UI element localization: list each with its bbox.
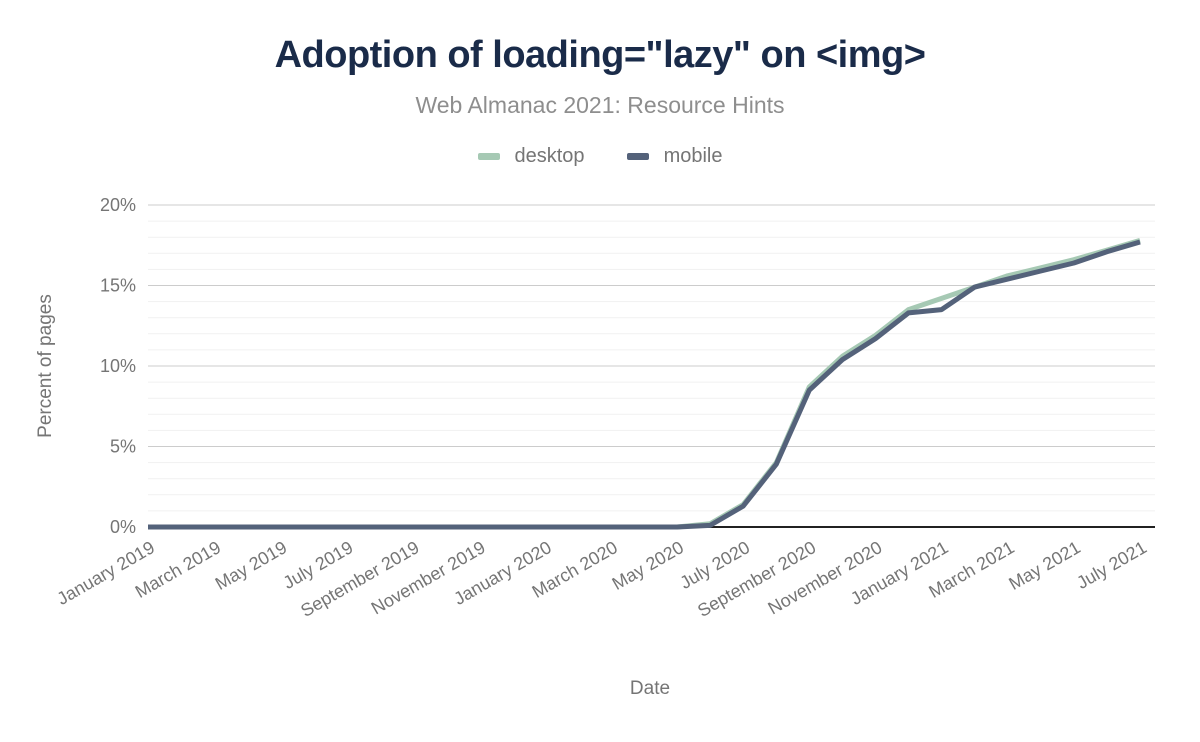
svg-text:May 2019: May 2019 xyxy=(212,537,290,594)
svg-text:10%: 10% xyxy=(100,356,136,376)
legend-item-desktop: desktop xyxy=(477,145,585,168)
svg-text:May 2020: May 2020 xyxy=(609,537,687,594)
svg-text:15%: 15% xyxy=(100,276,136,296)
svg-text:July 2021: July 2021 xyxy=(1073,537,1150,593)
desktop-series-swatch-icon xyxy=(477,153,500,160)
svg-text:5%: 5% xyxy=(110,437,136,457)
legend-label-desktop: desktop xyxy=(514,145,585,167)
legend-item-mobile: mobile xyxy=(626,145,723,168)
legend-label-mobile: mobile xyxy=(663,145,723,167)
x-axis-title: Date xyxy=(629,678,671,699)
svg-text:November 2020: November 2020 xyxy=(765,537,886,618)
mobile-series-swatch-icon xyxy=(626,153,649,160)
svg-text:September 2020: September 2020 xyxy=(694,537,819,621)
svg-text:May 2021: May 2021 xyxy=(1005,537,1083,594)
chart-title: Adoption of loading="lazy" on <img> xyxy=(274,34,926,76)
svg-text:20%: 20% xyxy=(100,195,136,215)
chart-subtitle: Web Almanac 2021: Resource Hints xyxy=(415,92,785,118)
svg-text:November 2019: November 2019 xyxy=(368,537,489,618)
legend: desktop mobile xyxy=(0,145,1200,168)
svg-text:September 2019: September 2019 xyxy=(297,537,422,621)
svg-text:0%: 0% xyxy=(110,517,136,537)
